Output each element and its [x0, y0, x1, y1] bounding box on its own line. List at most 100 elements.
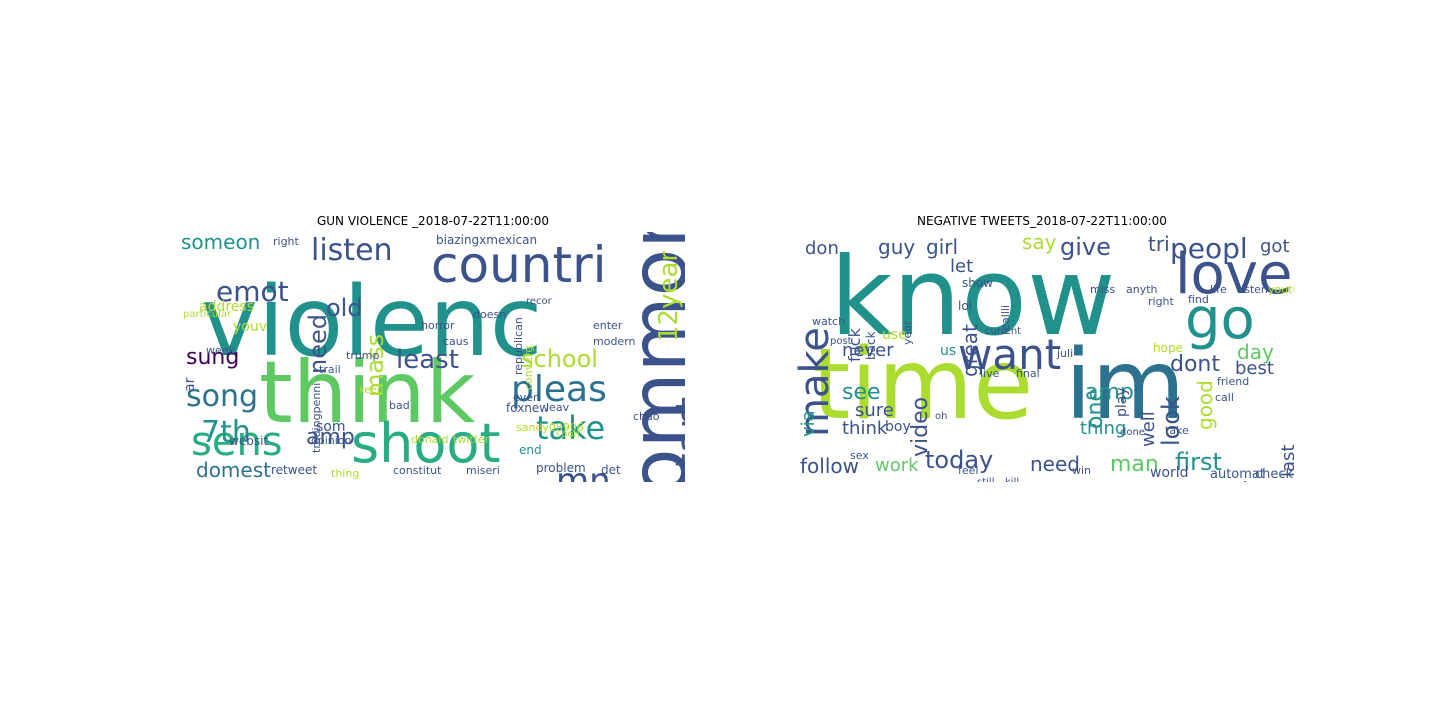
word-cloud-term: det: [601, 463, 621, 477]
word-cloud-term: someon: [181, 232, 261, 254]
word-cloud-term: least: [396, 345, 459, 375]
word-cloud-term: call: [1215, 391, 1234, 404]
word-cloud-term: lol: [958, 299, 973, 313]
word-cloud-term: use: [882, 327, 907, 343]
word-cloud-term: time: [812, 328, 1034, 442]
word-cloud-term: problem: [536, 461, 586, 475]
word-cloud-term: work: [875, 455, 919, 476]
word-cloud-term: old: [326, 294, 363, 322]
word-cloud-term: trump: [346, 349, 380, 362]
word-cloud-term: guy: [878, 235, 916, 259]
word-cloud-term: leav: [546, 401, 570, 414]
word-cloud-term: tri: [1148, 232, 1170, 256]
word-cloud-term: shoot: [351, 412, 501, 475]
word-cloud-term: pleas: [511, 369, 607, 410]
word-cloud-term: retweet: [271, 463, 318, 477]
word-cloud-term: oh: [935, 411, 948, 422]
word-cloud-term: juli: [1057, 347, 1074, 360]
word-cloud-term: man: [1110, 452, 1159, 477]
word-cloud-term: find: [1188, 293, 1209, 306]
word-cloud-term: start: [668, 396, 685, 482]
word-cloud-term: youtub: [1268, 283, 1294, 296]
word-cloud-term: never: [842, 340, 894, 361]
word-cloud-term: enter: [593, 319, 623, 332]
word-cloud-term: twitter: [453, 433, 490, 446]
word-cloud-term: chao: [633, 410, 660, 423]
word-cloud-term: song: [186, 379, 259, 414]
word-cloud-term: best: [1235, 358, 1274, 379]
word-cloud-term: us: [940, 343, 957, 359]
word-cloud-term: websit: [229, 434, 269, 448]
word-cloud-term: sandy08906: [516, 421, 584, 434]
word-cloud-term: countri: [431, 236, 607, 294]
word-cloud-term: sure: [855, 400, 894, 421]
word-cloud-term: mn: [556, 461, 611, 482]
word-cloud-term: peopl: [1170, 232, 1248, 265]
word-cloud-term: via: [798, 410, 819, 437]
word-cloud-term: don: [805, 238, 839, 259]
word-cloud-term: life: [1210, 283, 1227, 296]
word-cloud-term: watch: [812, 315, 846, 328]
word-cloud-term: see: [842, 380, 881, 405]
word-cloud-term: automat: [1210, 467, 1265, 482]
word-cloud-term: still: [977, 478, 994, 483]
word-cloud-term: donald: [411, 433, 449, 446]
word-cloud-term: win: [1072, 464, 1092, 477]
word-cloud-term: take: [536, 409, 606, 447]
word-cloud-term: 7th: [201, 415, 251, 450]
word-cloud-term: thing: [331, 467, 360, 480]
word-cloud-term: constitut: [393, 464, 442, 477]
word-cloud-term: say: [1022, 232, 1057, 254]
word-cloud-term: live: [980, 367, 1000, 380]
word-cloud-term: ar: [182, 377, 198, 392]
word-cloud-term: right: [1148, 295, 1174, 308]
word-cloud-term: listen: [311, 233, 393, 268]
word-cloud-term: address: [199, 299, 255, 315]
word-cloud-term: particular: [183, 309, 232, 320]
word-cloud-term: domest: [196, 458, 271, 482]
word-cloud-term: take: [1165, 424, 1189, 437]
word-cloud-term: horror: [421, 319, 455, 332]
word-cloud-term: amp: [1085, 380, 1134, 405]
word-cloud-term: converg: [522, 345, 535, 390]
word-cloud-term: today: [925, 446, 994, 474]
word-cloud-term: soon: [556, 429, 580, 440]
left-panel-title: GUN VIOLENCE _2018-07-22T11:00:00: [316, 214, 550, 228]
word-cloud-term: miss: [1090, 283, 1116, 296]
word-cloud-term: listen: [1238, 283, 1268, 296]
word-cloud-term: sung: [186, 345, 240, 370]
word-cloud-term: great: [958, 324, 982, 377]
word-cloud-term: post: [830, 336, 852, 347]
gun-violence-word-cloud: violencthinkcountrishootsenscommonpleast…: [181, 232, 685, 482]
word-cloud-term: right: [273, 235, 299, 248]
word-cloud-term: go: [1185, 287, 1255, 352]
word-cloud-term: friend: [1217, 375, 1250, 388]
word-cloud-term: done: [1120, 427, 1145, 438]
word-cloud-term: amp: [306, 425, 355, 450]
word-cloud-term: bad: [389, 399, 410, 412]
word-cloud-term: think: [842, 418, 888, 439]
word-cloud-term: good: [1193, 380, 1217, 430]
word-cloud-term: sex: [850, 449, 869, 462]
word-cloud-term: caus: [443, 335, 469, 348]
word-cloud-term: dont: [1170, 352, 1220, 377]
word-cloud-term: miseri: [466, 464, 500, 477]
word-cloud-term: hope: [1153, 341, 1183, 355]
word-cloud-term: recor: [526, 296, 552, 307]
word-cloud-term: girl: [926, 235, 959, 259]
right-panel-title: NEGATIVE TWEETS_2018-07-22T11:00:00: [917, 214, 1167, 228]
word-cloud-term: som: [316, 419, 346, 435]
word-cloud-term: tradingpenni: [310, 382, 323, 453]
word-cloud-term: day: [1237, 340, 1274, 364]
word-cloud-term: end: [519, 443, 542, 457]
word-cloud-term: let: [950, 256, 974, 277]
word-cloud-term: opinion: [311, 434, 352, 447]
word-cloud-term: got: [1260, 236, 1290, 257]
word-cloud-term: check: [1255, 467, 1294, 482]
word-cloud-term: boy: [885, 419, 911, 435]
word-cloud-term: 12year: [654, 250, 684, 342]
word-cloud-term: foxnew: [506, 401, 550, 415]
word-cloud-term: current: [985, 326, 1022, 337]
word-cloud-term: im: [1065, 329, 1186, 441]
word-cloud-term: final: [1016, 367, 1040, 380]
